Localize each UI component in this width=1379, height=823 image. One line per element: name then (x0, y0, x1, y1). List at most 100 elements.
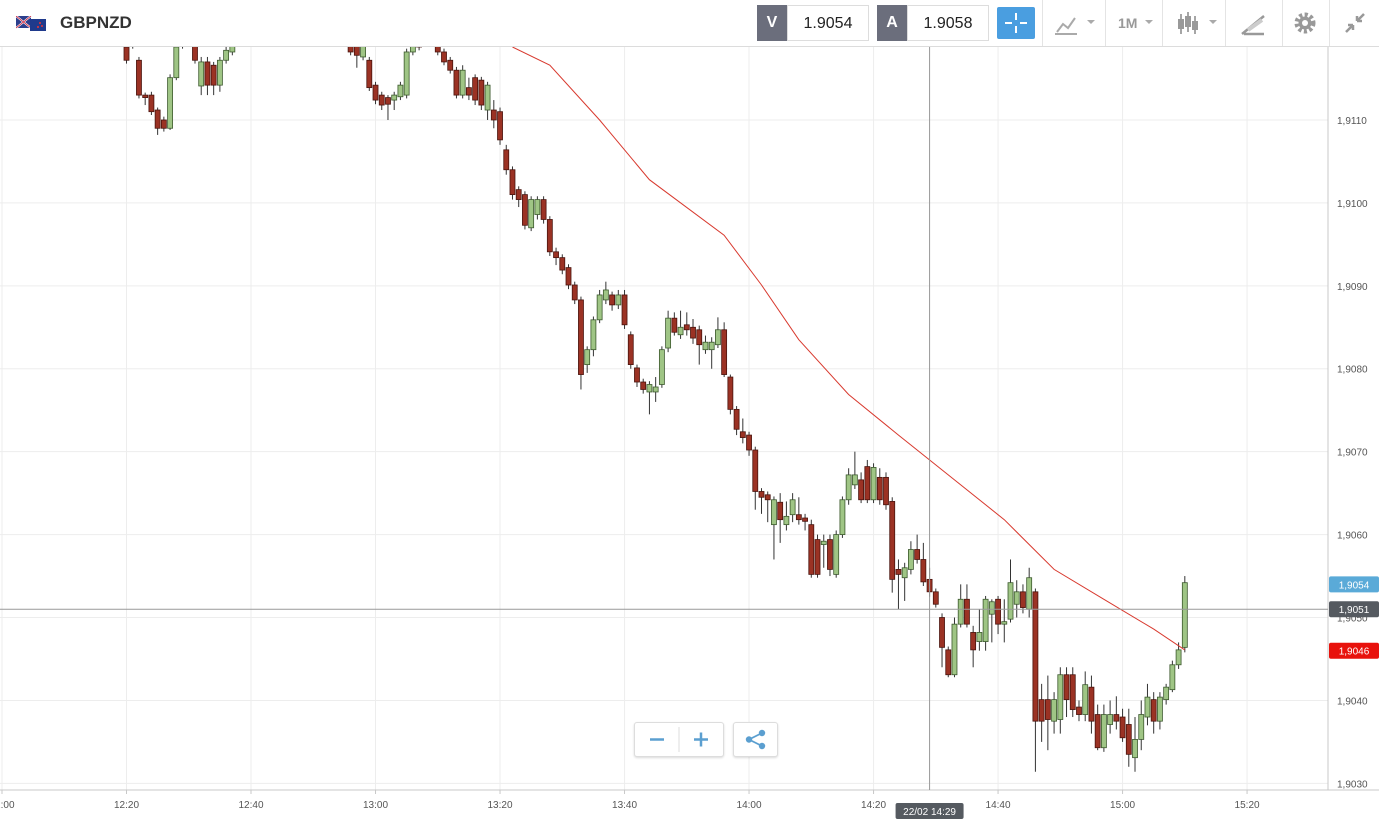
candle-body (472, 77, 479, 101)
candle-body (1076, 706, 1082, 715)
candle-body (932, 591, 939, 605)
candle-body (795, 514, 802, 521)
candle-body (441, 51, 447, 63)
zoom-buttons (634, 722, 724, 757)
candle-body (136, 59, 142, 96)
y-tick-label: 1,9100 (1337, 199, 1368, 210)
candle-body (746, 434, 752, 451)
candle-body (671, 317, 678, 333)
candle-body (870, 467, 877, 501)
candle-body (553, 251, 559, 259)
zoom-in[interactable] (694, 732, 708, 747)
candle-body (914, 549, 921, 560)
candle-body (559, 257, 566, 271)
candle-body (403, 51, 410, 96)
timeframe[interactable]: 1M (1118, 15, 1138, 31)
candle-body (154, 109, 161, 129)
candle-body (652, 386, 659, 393)
candle-body (123, 47, 130, 61)
candle-body (1026, 577, 1033, 610)
draw-button[interactable] (1225, 0, 1282, 46)
candle-body (534, 199, 541, 215)
candle-body (1088, 686, 1095, 722)
candle-body (708, 341, 715, 351)
candle-body (571, 284, 578, 301)
flag-icon (16, 16, 46, 31)
candle-body (1007, 582, 1014, 620)
y-tick-label: 1,9070 (1337, 448, 1368, 459)
price-marker (1329, 576, 1379, 593)
candle-body (167, 77, 173, 129)
candle-body (204, 61, 211, 86)
crosshair-x-label: 22/02 14:29 (903, 807, 956, 818)
candle-body (515, 189, 522, 200)
candle-body (1150, 699, 1157, 722)
candle-body (839, 499, 846, 535)
y-tick-label: 1,9030 (1337, 779, 1368, 790)
candle-body (771, 499, 777, 526)
axes (0, 47, 1379, 791)
candle-body (478, 79, 485, 106)
x-tick-label: 12:40 (238, 800, 263, 811)
candle-body (970, 632, 977, 651)
candle-body (845, 474, 852, 501)
candle-body (945, 649, 952, 676)
candle-body (148, 94, 155, 113)
candle-body (1113, 714, 1120, 722)
candle-body (223, 49, 230, 61)
y-tick-label: 1,9080 (1337, 365, 1368, 376)
y-tick-label: 1,9090 (1337, 282, 1368, 293)
candle-body (733, 408, 740, 430)
share-button[interactable] (733, 722, 778, 757)
y-tick-label: 1,9060 (1337, 531, 1368, 542)
candle-body (696, 329, 703, 346)
crosshair-y-label: 1,9051 (1339, 605, 1370, 616)
buy-price[interactable]: 1.9058 (907, 5, 989, 41)
candle-body (814, 539, 821, 575)
sell-label[interactable]: V (757, 5, 787, 41)
candle-body (883, 476, 889, 506)
x-tick-label: 14:00 (737, 800, 762, 811)
candle-body (901, 567, 908, 579)
candle-body (920, 559, 927, 583)
chart-type-button[interactable] (1042, 0, 1105, 46)
candle-body (1057, 674, 1064, 720)
candle-body (584, 349, 591, 365)
candle-body (1100, 714, 1107, 749)
candle-body (434, 47, 441, 53)
x-tick-label: 15:20 (1235, 800, 1260, 811)
buy-label[interactable]: A (877, 5, 907, 41)
price-marker-label: 1,9046 (1339, 647, 1370, 658)
candle-body (783, 515, 790, 526)
candle-body (609, 294, 615, 306)
candle-body (646, 384, 653, 393)
candle-body (640, 381, 647, 390)
candle-body (889, 501, 896, 580)
candle-body (198, 61, 205, 87)
candle-body (210, 64, 217, 86)
candle-body (621, 294, 628, 326)
collapse-button[interactable] (1329, 0, 1379, 46)
candle-body (851, 474, 858, 486)
candle-body (540, 199, 547, 220)
candle-body (509, 169, 516, 196)
candle-type-button[interactable] (1162, 0, 1225, 46)
candle-body (1163, 686, 1170, 701)
sell-price[interactable]: 1.9054 (787, 5, 869, 41)
settings-button[interactable] (1282, 0, 1329, 46)
timeframe-button[interactable] (1105, 0, 1162, 46)
candle-body (995, 598, 1001, 625)
candle-body (1144, 696, 1151, 718)
candle-body (596, 294, 603, 321)
y-tick-label: 1,9050 (1337, 614, 1368, 625)
candle-body (160, 119, 167, 129)
candle-body (827, 539, 833, 570)
crosshair-button[interactable] (997, 7, 1035, 39)
candle-body (1051, 699, 1057, 722)
candle-body (602, 289, 609, 301)
candle-body (820, 540, 827, 545)
candle-body (752, 449, 759, 492)
candle-body (447, 59, 454, 71)
candle-body (789, 499, 796, 516)
candle-body (957, 598, 964, 625)
